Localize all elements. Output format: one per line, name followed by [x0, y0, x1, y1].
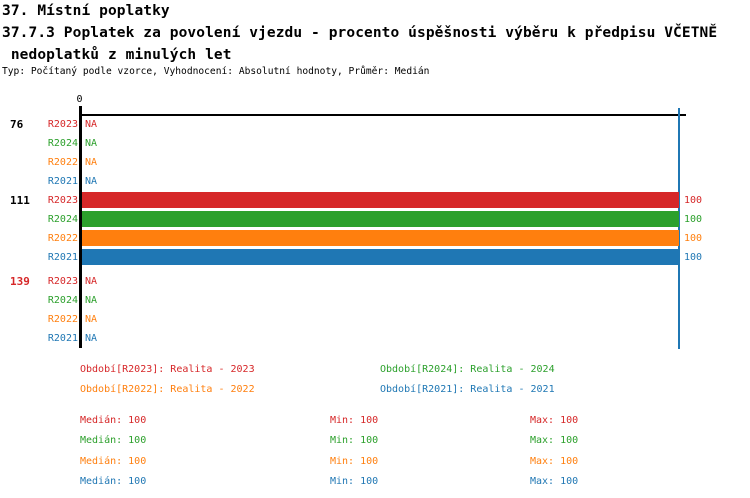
chart-meta-info: Typ: Počítaný podle vzorce, Vyhodnocení:… — [2, 66, 430, 77]
legend-item-r2022: Období[R2022]: Realita - 2022 — [80, 384, 255, 395]
bar-group-76: 76 R2023 NA R2024 NA R2022 NA R2021 — [0, 115, 750, 191]
value-label: NA — [85, 157, 98, 168]
bar — [82, 192, 679, 208]
stat-median-r2023: Medián: 100 — [80, 415, 147, 426]
value-label: 100 — [684, 252, 703, 263]
group-label: 111 — [10, 194, 30, 207]
y-axis-line — [79, 106, 82, 348]
chart-row: R2024 NA — [0, 134, 750, 153]
series-tick-label: R2023 — [47, 276, 78, 287]
series-tick-label: R2024 — [47, 295, 78, 306]
stat-min-r2021: Min: 100 — [330, 476, 379, 487]
bar-track: 100 — [82, 248, 702, 267]
chart-title-line1: 37.7.3 Poplatek za povolení vjezdu - pro… — [2, 25, 718, 41]
series-tick-label: R2021 — [47, 176, 78, 187]
series-tick-label: R2021 — [47, 333, 78, 344]
stat-min-r2024: Min: 100 — [330, 435, 379, 446]
page-title: 37. Místní poplatky — [2, 3, 170, 19]
chart-row: R2022 NA — [0, 310, 750, 329]
series-tick-label: R2023 — [47, 195, 78, 206]
bar — [82, 230, 679, 246]
value-label: NA — [85, 119, 98, 130]
chart-row: R2022 100 — [0, 229, 750, 248]
stat-median-r2022: Medián: 100 — [80, 456, 147, 467]
value-label: NA — [85, 333, 98, 344]
series-tick-label: R2022 — [47, 314, 78, 325]
x-axis-tick-label-zero: 0 — [76, 94, 83, 105]
x-axis-line — [79, 114, 686, 116]
stat-min-r2023: Min: 100 — [330, 415, 379, 426]
bar-track: NA — [82, 115, 679, 134]
bar-track: NA — [82, 310, 679, 329]
series-tick-label: R2021 — [47, 252, 78, 263]
value-label: NA — [85, 314, 98, 325]
bar-track: NA — [82, 134, 679, 153]
stat-min-r2022: Min: 100 — [330, 456, 379, 467]
stat-max-r2021: Max: 100 — [530, 476, 579, 487]
legend-item-r2023: Období[R2023]: Realita - 2023 — [80, 364, 255, 375]
bar-track: NA — [82, 172, 679, 191]
value-label: NA — [85, 295, 98, 306]
value-label: NA — [85, 138, 98, 149]
value-label: 100 — [684, 214, 703, 225]
bar-track: NA — [82, 291, 679, 310]
bar-track: NA — [82, 272, 679, 291]
median-reference-line — [678, 108, 680, 349]
stat-median-r2021: Medián: 100 — [80, 476, 147, 487]
chart-row: R2024 100 — [0, 210, 750, 229]
legend-item-r2021: Období[R2021]: Realita - 2021 — [380, 384, 555, 395]
value-label: NA — [85, 176, 98, 187]
bar-track: 100 — [82, 191, 702, 210]
value-label: 100 — [684, 195, 703, 206]
group-label: 139 — [10, 275, 30, 288]
stat-median-r2024: Medián: 100 — [80, 435, 147, 446]
stat-max-r2022: Max: 100 — [530, 456, 579, 467]
value-label: NA — [85, 276, 98, 287]
chart-row: R2023 NA — [0, 115, 750, 134]
chart-row: R2023 100 — [0, 191, 750, 210]
chart-row: R2024 NA — [0, 291, 750, 310]
bar-group-139: 139 R2023 NA R2024 NA R2022 NA R2021 — [0, 272, 750, 348]
chart-row: R2023 NA — [0, 272, 750, 291]
bar-track: 100 — [82, 229, 702, 248]
chart-row: R2021 100 — [0, 248, 750, 267]
series-tick-label: R2022 — [47, 157, 78, 168]
series-tick-label: R2023 — [47, 119, 78, 130]
chart-row: R2021 NA — [0, 172, 750, 191]
series-tick-label: R2024 — [47, 214, 78, 225]
group-label: 76 — [10, 118, 24, 131]
chart-row: R2021 NA — [0, 329, 750, 348]
series-tick-label: R2024 — [47, 138, 78, 149]
chart-row: R2022 NA — [0, 153, 750, 172]
chart-title-line2: nedoplatků z minulých let — [2, 47, 232, 63]
legend-item-r2024: Období[R2024]: Realita - 2024 — [380, 364, 555, 375]
bar — [82, 211, 679, 227]
bar-track: 100 — [82, 210, 702, 229]
value-label: 100 — [684, 233, 703, 244]
bar-track: NA — [82, 153, 679, 172]
bar-track: NA — [82, 329, 679, 348]
bar — [82, 249, 679, 265]
stat-max-r2023: Max: 100 — [530, 415, 579, 426]
series-tick-label: R2022 — [47, 233, 78, 244]
bar-group-111: 111 R2023 100 R2024 100 R2022 100 R2021 — [0, 191, 750, 267]
stat-max-r2024: Max: 100 — [530, 435, 579, 446]
